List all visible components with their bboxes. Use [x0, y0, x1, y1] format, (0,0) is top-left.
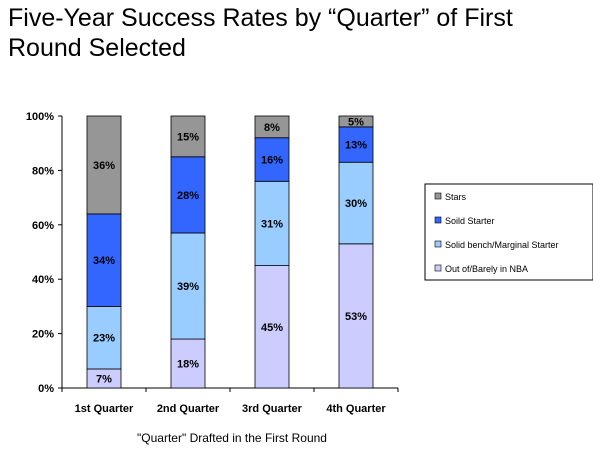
legend-swatch: [434, 264, 442, 272]
bar-segment: [338, 243, 374, 389]
y-tick-label: 0%: [38, 383, 54, 395]
y-tick-label: 20%: [32, 329, 54, 341]
y-tick-label: 80%: [32, 165, 54, 177]
data-label: 39%: [177, 281, 199, 293]
data-label: 15%: [177, 131, 199, 143]
legend-swatch: [434, 192, 442, 200]
bar-segment: [86, 115, 122, 215]
y-tick-label: 100%: [26, 111, 54, 123]
data-label: 8%: [264, 122, 280, 134]
data-label: 13%: [345, 140, 367, 152]
x-axis-label: "Quarter" Drafted in the First Round: [137, 431, 327, 445]
legend-swatch: [434, 216, 442, 224]
bar-segment: [86, 305, 122, 370]
bar-segment: [338, 115, 374, 128]
data-label: 28%: [177, 190, 199, 202]
y-tick-label: 40%: [32, 274, 54, 286]
bar-segment: [254, 115, 290, 139]
data-label: 31%: [261, 218, 283, 230]
data-label: 53%: [345, 311, 367, 323]
legend-label: Solid bench/Marginal Starter: [445, 240, 559, 250]
bar-segment: [170, 232, 206, 340]
bar-segment: [338, 161, 374, 245]
data-label: 16%: [261, 155, 283, 167]
data-label: 36%: [93, 160, 115, 172]
data-label: 18%: [177, 359, 199, 371]
legend: Stars Soild Starter Solid bench/Marginal S…: [424, 183, 593, 281]
data-label: 23%: [93, 333, 115, 345]
x-tick-label: 2nd Quarter: [157, 403, 220, 415]
legend-label: Stars: [445, 192, 467, 202]
legend-label: Out of/Barely in NBA: [445, 264, 528, 274]
y-tick-label: 60%: [32, 220, 54, 232]
bar-segment: [170, 115, 206, 158]
x-tick-label: 1st Quarter: [75, 403, 134, 415]
bar-segment: [170, 156, 206, 234]
x-tick-label: 3rd Quarter: [242, 403, 303, 415]
chart-title: Five-Year Success Rates by “Quarter” of …: [8, 4, 513, 62]
x-tick-label: 4th Quarter: [326, 403, 386, 415]
data-label: 30%: [345, 198, 367, 210]
legend-swatch: [434, 240, 442, 248]
data-label: 34%: [93, 255, 115, 267]
bar-segment: [86, 213, 122, 307]
data-label: 5%: [348, 116, 364, 128]
data-label: 7%: [96, 373, 112, 385]
data-label: 45%: [261, 322, 283, 334]
legend-box: [424, 183, 593, 281]
bar-segment: [338, 126, 374, 163]
legend-label: Soild Starter: [445, 216, 495, 226]
bar-segment: [254, 180, 290, 266]
